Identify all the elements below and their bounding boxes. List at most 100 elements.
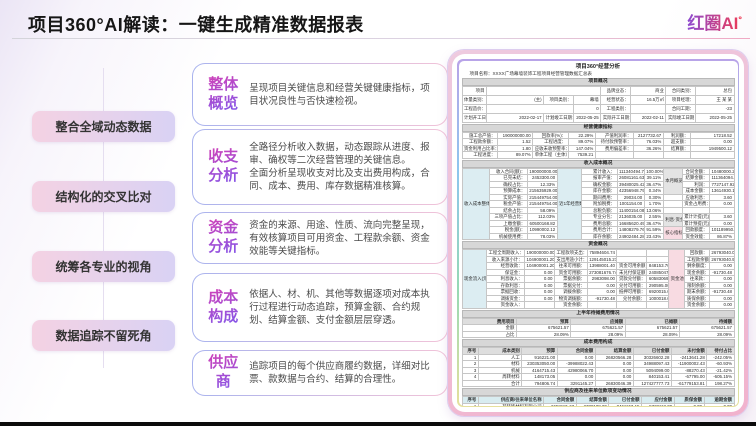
section-band: 供应商及往来单位款项变动情况 bbox=[461, 388, 735, 396]
cell: 0 bbox=[572, 103, 602, 114]
connector-line bbox=[103, 68, 104, 368]
cell: 项目经理： bbox=[665, 94, 697, 105]
cell bbox=[485, 103, 575, 114]
cell bbox=[594, 151, 634, 159]
report-sheet: 项目360°经营分析 项目名称：XXXX广场幕墙装饰工程项目经营管理数据汇总表 … bbox=[458, 60, 738, 406]
report-panel: 项目360°经营分析 项目名称：XXXX广场幕墙装饰工程项目经营管理数据汇总表 … bbox=[448, 50, 748, 416]
cell: 实际开工日期： bbox=[600, 112, 632, 123]
cell: 2127732.67 bbox=[632, 131, 664, 139]
cell: 86.87% bbox=[708, 232, 735, 240]
table-row: 计划开工日期：2022-02-17计划竣工日期：2022-05-25实际开工日期… bbox=[461, 112, 735, 123]
pill-data-tracking: 数据追踪不留死角 bbox=[32, 320, 175, 351]
cell: 2022-05-25 bbox=[695, 112, 735, 123]
cell: 36.47% bbox=[643, 219, 664, 227]
cell: -5728118.00 bbox=[640, 402, 675, 406]
table-row: 体量类别： (主) 项目类别： 幕墙 经营状态： 16.5万㎡ 项目经理：王 某 某 bbox=[461, 94, 735, 105]
section-band: 收入成本概况 bbox=[461, 159, 735, 168]
cell: 42356948.79 bbox=[616, 187, 645, 195]
feature-title: 整体概览 bbox=[208, 75, 239, 112]
cell: 290595.00 bbox=[646, 281, 670, 289]
cell: 2658181.63 bbox=[543, 402, 577, 406]
table-row: 工程款余额： 1.52 工程进度： 89.07% 待付款预警率： 76.03% 超支额： 0.… bbox=[461, 138, 735, 146]
cell: 资金利用占比率： bbox=[461, 144, 498, 152]
cell: 王 某 某 bbox=[695, 94, 735, 105]
cell: 支出用途小计： bbox=[553, 255, 588, 263]
cell: 14808279.76 bbox=[616, 226, 645, 234]
cell: 机械使用费： bbox=[488, 232, 528, 240]
cell: 28.09% bbox=[624, 330, 681, 338]
pill-structured-compare: 结构化的交叉比对 bbox=[32, 181, 175, 212]
pill-integrate-data: 整合全域动态数据 bbox=[32, 111, 175, 142]
pill-label: 统筹各专业的视角 bbox=[55, 260, 152, 274]
cell: 往来可用额： bbox=[553, 262, 588, 270]
report-panel-inner: 项目360°经营分析 项目名称：XXXX广场幕墙装饰工程项目经营管理数据汇总表 … bbox=[452, 54, 744, 412]
report-table: 费用项目 预算 应摊额 已摊额 待摊额 金额 675621.57 675621.57 67562… bbox=[461, 317, 735, 339]
feature-body: 全路径分析收入数据，动态跟踪从进度、报审、确权等二次经营管理的关键信息。 全面分… bbox=[249, 142, 430, 192]
feature-card-funds: 资金分析 资金的来源、用途、性质、流向完整呈现，有效核算项目可用资金、工程款余额… bbox=[192, 212, 448, 264]
cell: -91730.48 bbox=[708, 268, 735, 276]
bottom-edge-bar bbox=[0, 422, 756, 426]
cell: 111364094.08 bbox=[708, 174, 735, 182]
table-row: 序号 供应商/往来单位名称 合同金额 结算金额 已付金额 应付金额 质保金额 逾期金额 bbox=[461, 396, 735, 404]
cell: 190000000.00 bbox=[524, 249, 555, 257]
cell: 项目类别： bbox=[543, 94, 574, 105]
cell: 工程款项支出： bbox=[553, 249, 588, 257]
cell: 工程进度： bbox=[461, 151, 498, 159]
cell bbox=[662, 151, 691, 159]
cell: 60583069.00 bbox=[646, 275, 670, 283]
table-row: 已完未结： 2453300.00 报审产值： 26081161.63 39.11% 结算金… bbox=[462, 174, 735, 182]
cell: 0.00 bbox=[703, 402, 735, 406]
cell: 13614930.14 bbox=[708, 187, 735, 195]
cell: 6920015.00 bbox=[646, 288, 670, 296]
section-band: 经营健康指标 bbox=[461, 123, 735, 132]
cell: 待付款预警率： bbox=[594, 138, 634, 146]
table-row: 1某装饰材料有限公司2658181.632738108.00-8461153.1… bbox=[461, 402, 735, 406]
cell: 抵押可用额： bbox=[616, 288, 648, 296]
cell: 实际竣工日期： bbox=[665, 112, 697, 123]
pill-label: 整合全域动态数据 bbox=[55, 120, 152, 134]
feature-title: 供应商 bbox=[208, 354, 239, 390]
cell: 3291145.27 bbox=[556, 379, 596, 387]
cell: 198.27% bbox=[706, 379, 735, 387]
cell: 10480000.20 bbox=[708, 167, 735, 175]
cell: 累计预提(元)： bbox=[681, 219, 710, 227]
cell: 本月概览(元) bbox=[662, 167, 683, 195]
cell: 体量类别： bbox=[461, 94, 487, 105]
cell: 资金收入： bbox=[485, 301, 526, 309]
pill-label: 数据追踪不留死角 bbox=[55, 329, 152, 343]
feature-body: 追踪项目的每个供应商履约数据，详细对比票、款数据与合约、结算的合理性。 bbox=[249, 361, 430, 385]
table-row: 工程造价： 0 工程类别： 合同工期： -23 bbox=[461, 103, 735, 114]
feature-title: 成本构成 bbox=[208, 288, 239, 325]
cell: 某装饰材料有限公司 bbox=[477, 402, 545, 406]
cell bbox=[689, 151, 735, 159]
section-band: 资金概况 bbox=[461, 241, 735, 249]
report-body: 项目概况 项目 品牌业态： 商业 合同类别： 总包 体量类别： (主) 项目类别： 幕墙 经营状态：… bbox=[461, 77, 735, 406]
table-row: 收入成本整体(元)收入合同(额)：190000000.00近1年经营数据(元)累… bbox=[461, 167, 735, 240]
cell: 215449754.00 bbox=[526, 200, 558, 208]
report-subtitle: 项目名称：XXXX广场幕墙装饰工程项目经营管理数据汇总表 bbox=[469, 70, 593, 76]
cell bbox=[632, 151, 664, 159]
feature-body: 呈现项目关键信息和经营关键健康指标，项目状况良性与否快速检视。 bbox=[249, 82, 430, 107]
table-row: 机械使用费： 78.03% 库存余额： 24902484.28 23.43% 资金效能： 8… bbox=[462, 232, 735, 240]
report-title: 项目360°经营分析 bbox=[575, 63, 621, 70]
cell: 资金占用费： bbox=[681, 200, 710, 208]
cell: 项目 bbox=[461, 85, 487, 96]
cell: 资金余额： bbox=[553, 301, 588, 309]
cell: 商业 bbox=[630, 85, 667, 96]
cell: 合计 bbox=[461, 379, 523, 387]
feature-card-overview: 整体概览 呈现项目关键信息和经营关键健康指标，项目状况良性与否快速检视。 bbox=[192, 63, 448, 126]
feature-title: 资金分析 bbox=[208, 219, 239, 255]
cell: 2738108.00 bbox=[575, 402, 610, 406]
cell: 104900001.20 bbox=[524, 262, 555, 270]
table-row: 存款利息： 0.00 票据兑付： 0.00 兑付可用额： 290595.00 限制余额： 0.… bbox=[462, 281, 735, 289]
cell: 190000000.00 bbox=[496, 131, 534, 139]
cell: 资金可用额： bbox=[553, 268, 588, 276]
cell: 质保余额： bbox=[684, 294, 710, 302]
cell: 7539.21 bbox=[567, 151, 596, 159]
cell: 应收未收预警率： bbox=[532, 144, 569, 152]
cell: (主) bbox=[485, 94, 545, 105]
cell bbox=[485, 85, 602, 96]
page-title: 项目360°AI解读：一键生成精准数据报表 bbox=[28, 15, 364, 35]
cell: 资金池(元) bbox=[668, 249, 686, 309]
cell: 结算金额： bbox=[681, 174, 710, 182]
